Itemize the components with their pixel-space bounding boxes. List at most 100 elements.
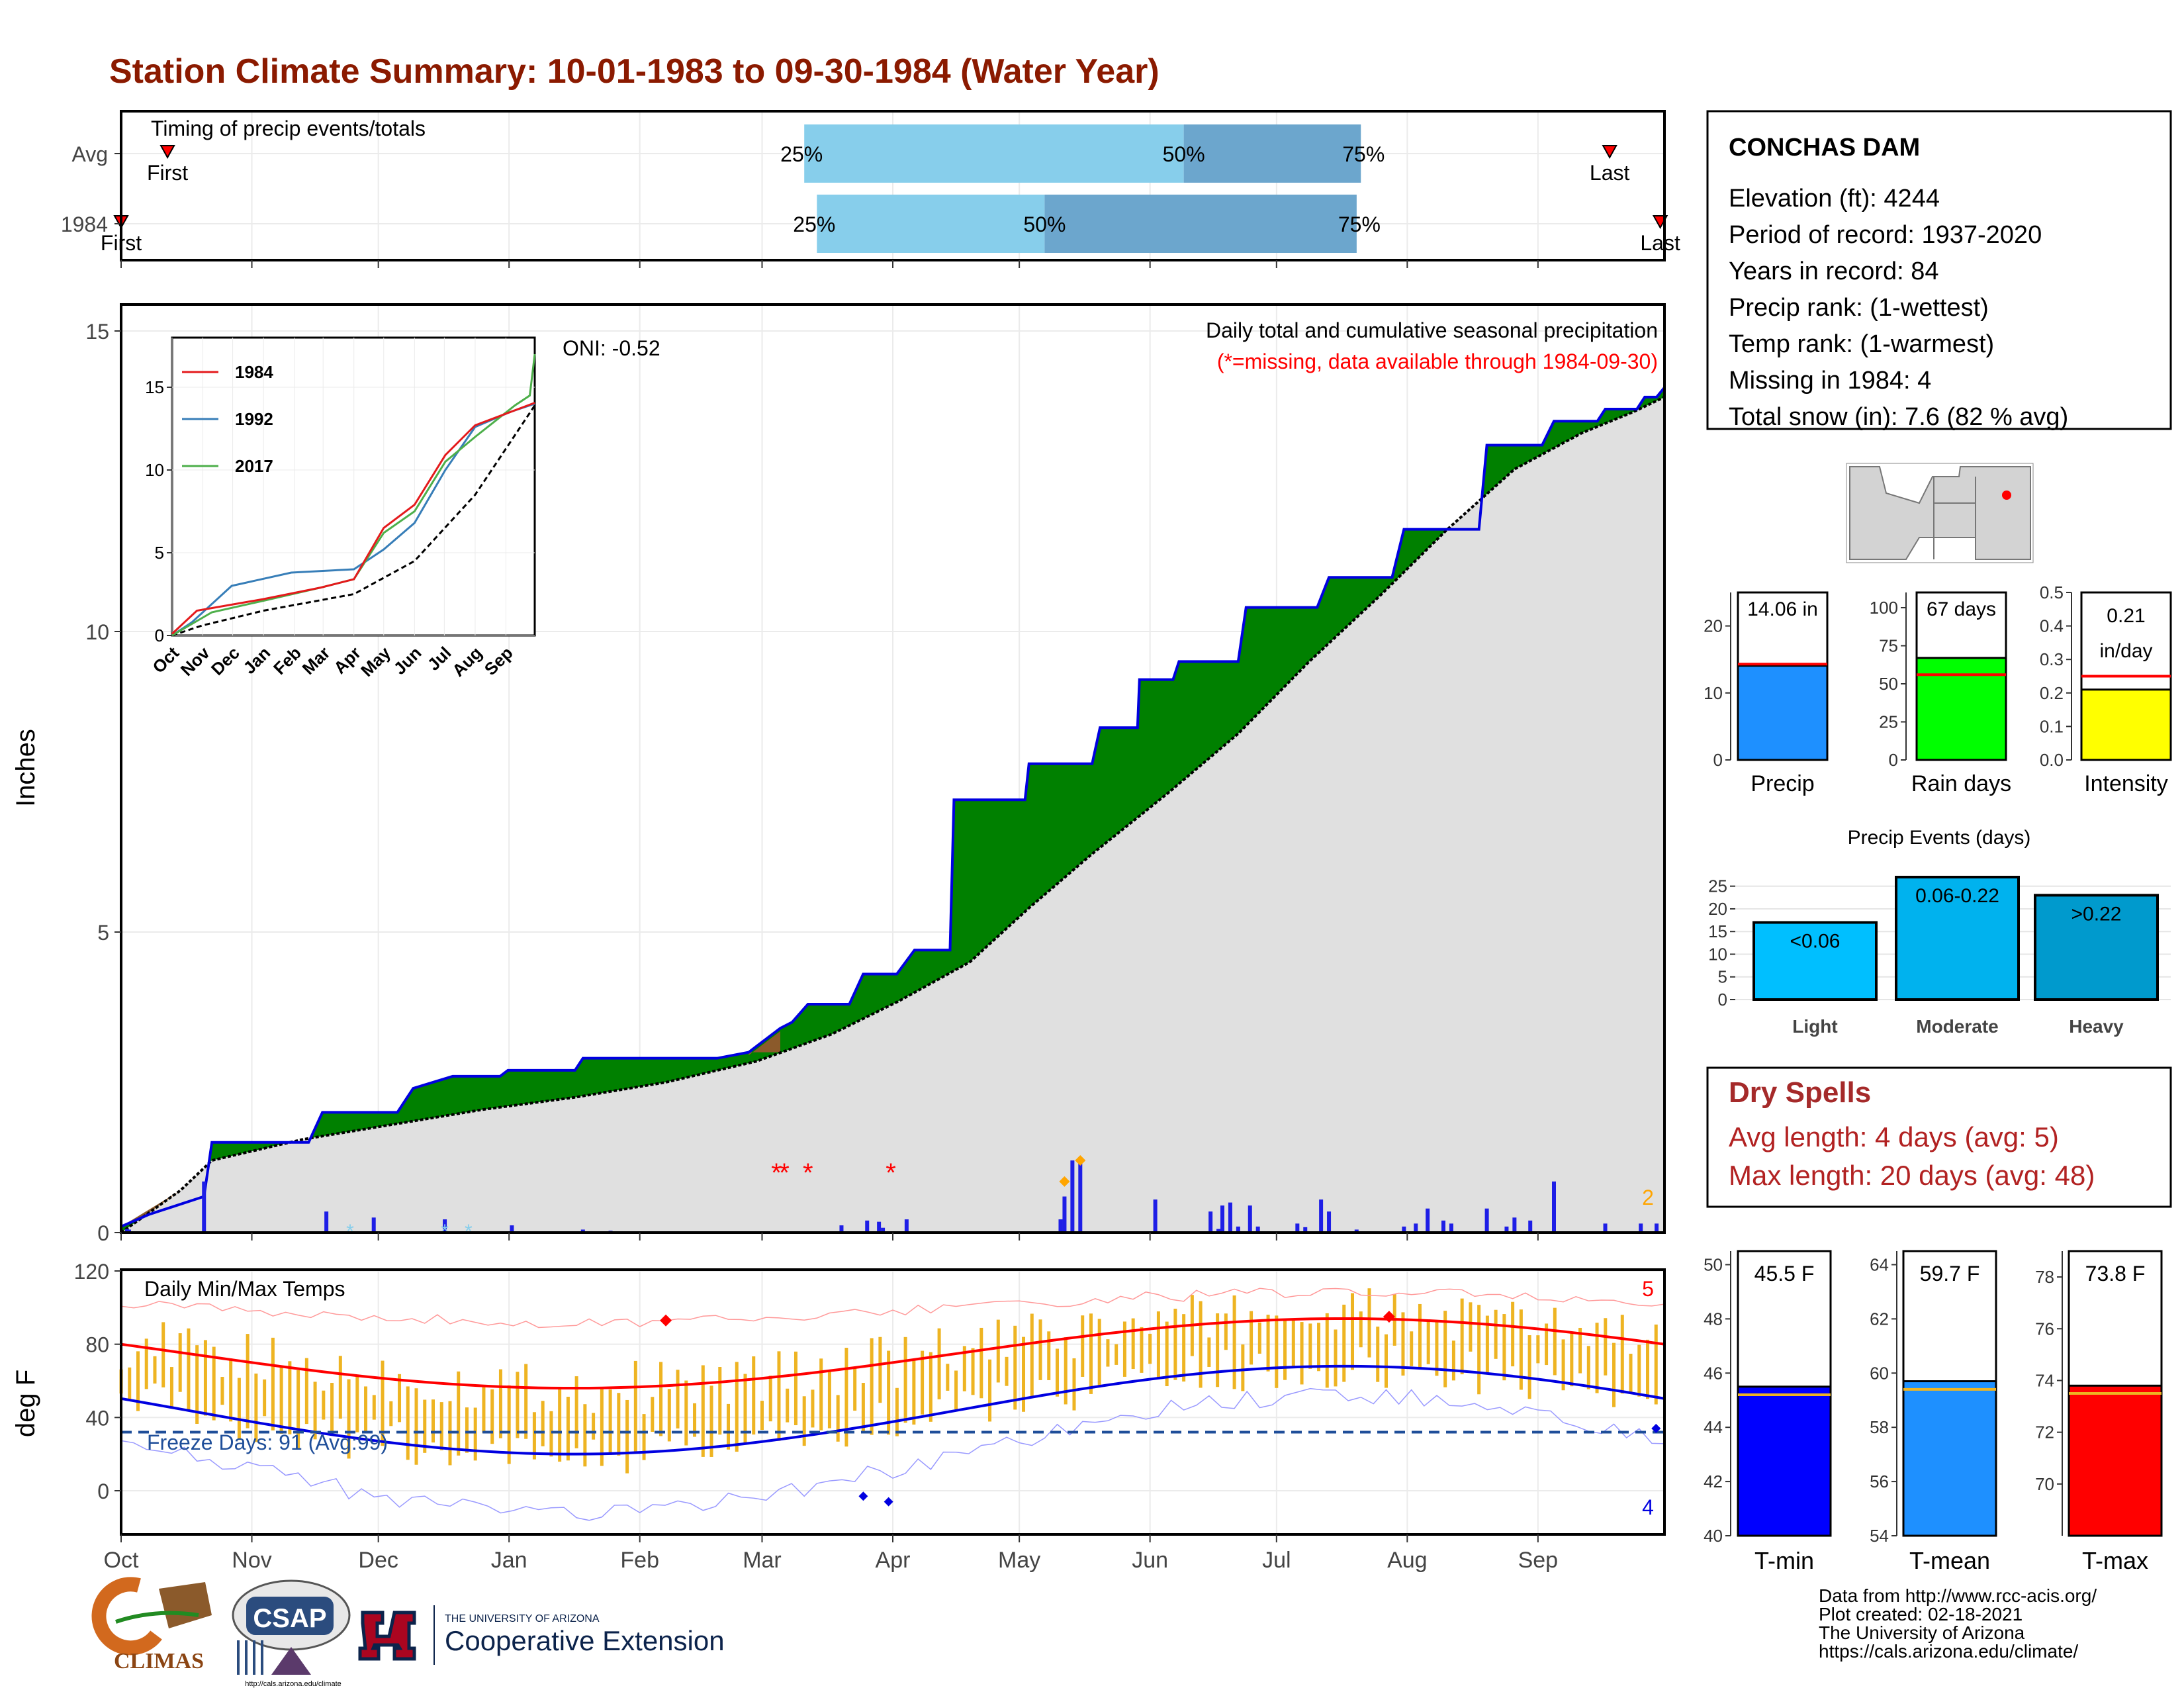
daily-temp-bar — [727, 1403, 731, 1450]
daily-temp-bar — [819, 1358, 823, 1430]
daily-temp-bar — [1443, 1311, 1447, 1387]
daily-temp-bar — [701, 1365, 705, 1457]
daily-temp-bar — [1156, 1311, 1160, 1379]
precip-caption: Daily total and cumulative seasonal prec… — [1206, 318, 1658, 342]
daily-precip-bar — [202, 1181, 206, 1233]
daily-temp-bar — [903, 1336, 907, 1423]
daily-temp-bar — [153, 1356, 157, 1384]
daily-temp-bar — [979, 1327, 983, 1399]
daily-precip-bar — [1220, 1205, 1225, 1233]
temp-bar — [1902, 1380, 1997, 1537]
daily-temp-bar — [263, 1379, 267, 1417]
daily-precip-bar — [1402, 1226, 1406, 1233]
y-tick-label: 120 — [74, 1260, 109, 1284]
credit-line: The University of Arizona — [1819, 1622, 2025, 1643]
temp-summary-bars: 45.5 F 40 42 44 46 48 50 T-min 59.7 F 54 56 58 60 62 6… — [1704, 1250, 2163, 1574]
temp-bar-tick: 56 — [1870, 1472, 1889, 1491]
summary-bar-label: Rain days — [1911, 771, 2011, 796]
temp-bar-tick: 70 — [2035, 1474, 2054, 1494]
month-label: Jul — [1262, 1548, 1291, 1573]
daily-temp-bar — [288, 1361, 292, 1434]
daily-temp-bar — [1064, 1337, 1068, 1405]
daily-precip-bar — [443, 1219, 447, 1233]
station-line: Missing in 1984: 4 — [1729, 367, 1931, 395]
daily-temp-bar — [617, 1393, 621, 1456]
daily-precip-bar — [1078, 1163, 1083, 1233]
y-tick-label: 40 — [85, 1406, 109, 1430]
daily-precip-bar — [371, 1217, 376, 1233]
month-label: Oct — [104, 1548, 139, 1573]
climas-logo: CLIMAS — [91, 1577, 212, 1673]
daily-temp-bar — [1485, 1315, 1489, 1372]
daily-temp-bar — [271, 1337, 275, 1430]
daily-temp-bar — [1165, 1321, 1169, 1387]
daily-temp-bar — [693, 1403, 697, 1437]
daily-temp-bar — [128, 1367, 132, 1401]
month-label: Aug — [1387, 1548, 1428, 1573]
summary-tick: 0.1 — [2040, 716, 2064, 736]
inset-y-tick: 15 — [145, 377, 164, 397]
daily-temp-bar — [592, 1413, 596, 1440]
daily-temp-bar — [229, 1358, 233, 1422]
events-tick: 15 — [1708, 921, 1727, 941]
daily-temp-bar — [1376, 1327, 1380, 1382]
average-min-line — [120, 1364, 1665, 1456]
summary-tick: 0.3 — [2040, 649, 2064, 669]
daily-temp-bar — [583, 1404, 587, 1467]
inset-y-tick: 10 — [145, 460, 164, 480]
daily-temp-bar — [1334, 1329, 1338, 1387]
daily-precip-bar — [1414, 1223, 1418, 1233]
daily-temp-bar — [1232, 1295, 1236, 1389]
daily-temp-bar — [347, 1379, 351, 1459]
daily-temp-bar — [1629, 1354, 1633, 1393]
temp-bar-tick: 58 — [1870, 1417, 1889, 1437]
daily-temp-bar — [1140, 1327, 1144, 1373]
daily-temp-bar — [279, 1367, 283, 1434]
daily-temp-bar — [659, 1362, 663, 1436]
events-tick: 10 — [1708, 944, 1727, 964]
daily-precip-bar — [1216, 1229, 1221, 1233]
daily-temp-bar — [439, 1402, 443, 1450]
summary-tick: 0 — [1889, 750, 1898, 770]
record-marker — [1075, 1155, 1086, 1166]
daily-temp-bar — [254, 1373, 258, 1442]
daily-precip-bar — [1639, 1223, 1643, 1233]
record-low-marker — [884, 1497, 893, 1507]
daily-temp-bar — [1182, 1314, 1186, 1382]
temp-bar — [2068, 1384, 2163, 1537]
dry-spells-title: Dry Spells — [1729, 1076, 1871, 1109]
daily-temp-bar — [381, 1360, 385, 1446]
daily-temp-bar — [954, 1370, 958, 1409]
daily-temp-bar — [398, 1374, 402, 1423]
timing-row-label: Avg — [71, 142, 108, 166]
daily-precip-bar — [324, 1211, 329, 1233]
daily-temp-bar — [625, 1399, 629, 1474]
daily-temp-bar — [203, 1340, 207, 1416]
daily-precip-bar — [1319, 1199, 1324, 1233]
daily-temp-bar — [1435, 1321, 1439, 1376]
daily-temp-bar — [1325, 1313, 1329, 1388]
daily-temp-bar — [161, 1322, 165, 1387]
legend-label: 2017 — [235, 456, 273, 476]
daily-precip-bar — [1062, 1196, 1067, 1233]
daily-temp-bar — [709, 1385, 713, 1457]
record-low-count: 4 — [1642, 1495, 1654, 1519]
legend-label: 1992 — [235, 409, 273, 429]
daily-temp-bar — [574, 1376, 578, 1448]
daily-temp-bar — [1451, 1340, 1455, 1381]
record-high-count: 5 — [1642, 1277, 1654, 1301]
daily-temp-bar — [144, 1338, 148, 1389]
month-label: May — [998, 1548, 1040, 1573]
missing-day-marker: * — [779, 1158, 790, 1188]
daily-temp-bar — [1646, 1339, 1650, 1399]
timing-bar-25-50 — [817, 195, 1045, 253]
temp-bar-value: 73.8 F — [2085, 1262, 2146, 1286]
daily-temp-bar — [566, 1397, 570, 1461]
temp-bar-tick: 54 — [1870, 1526, 1889, 1546]
dry-spells-max: Max length: 20 days (avg: 48) — [1729, 1160, 2095, 1191]
daily-temp-bar — [1654, 1324, 1658, 1405]
average-precip-area — [121, 397, 1664, 1233]
credit-line: Data from http://www.rcc-acis.org/ — [1819, 1585, 2097, 1606]
